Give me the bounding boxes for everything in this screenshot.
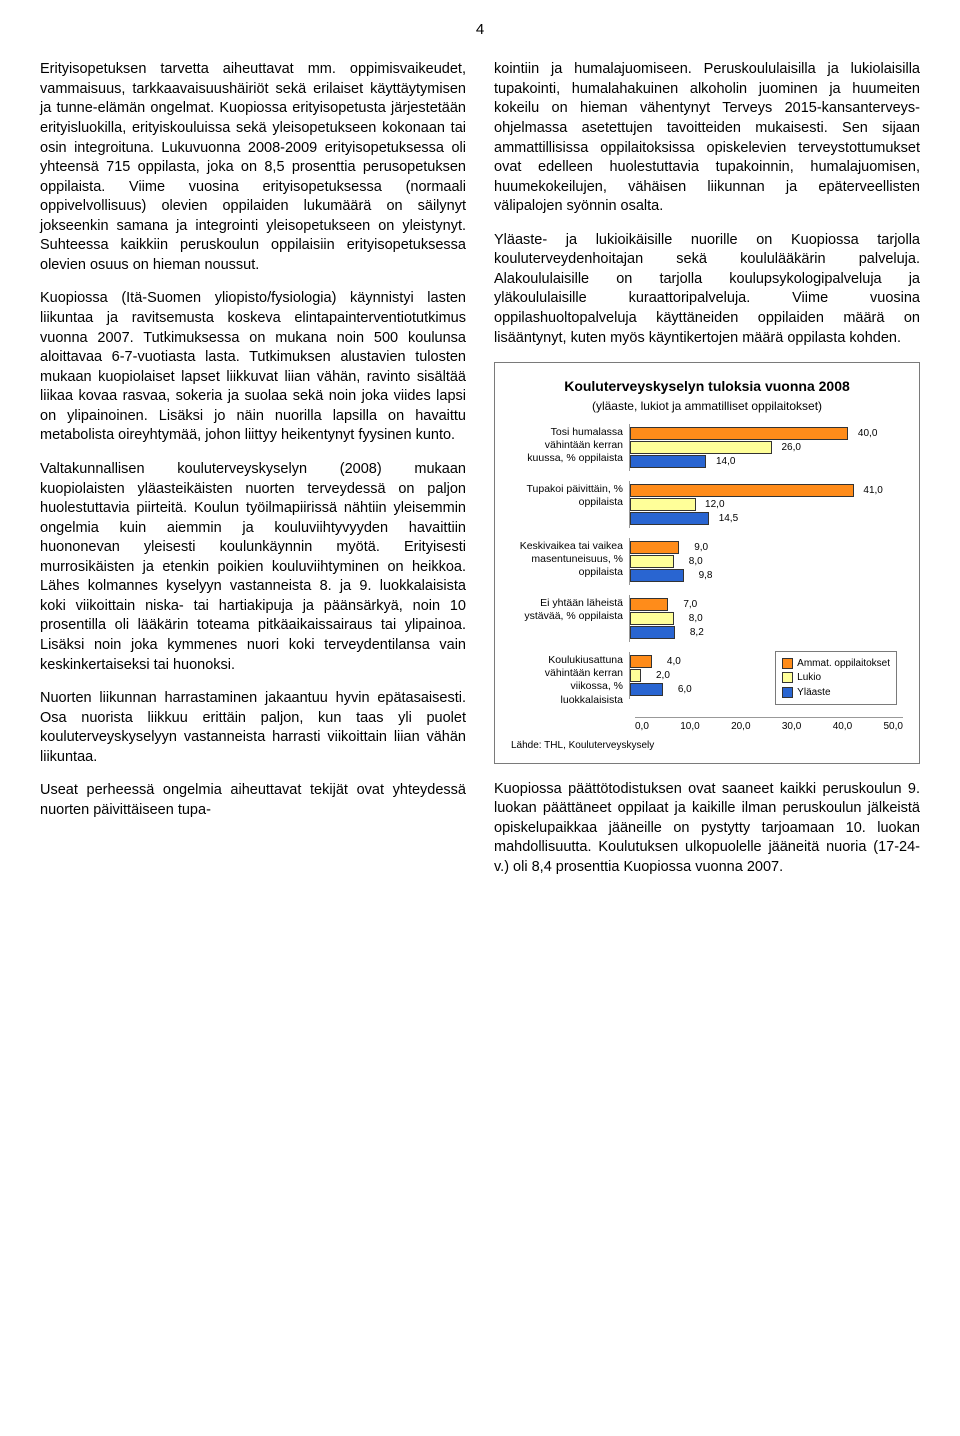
chart-bar: 40,0	[630, 427, 848, 440]
right-column: kointiin ja humalajuomiseen. Peruskoulul…	[494, 60, 920, 891]
chart-bar: 9,8	[630, 569, 684, 582]
bar-value-label: 14,5	[719, 512, 738, 526]
bar-value-label: 12,0	[705, 498, 724, 512]
bar-group-label: Ei yhtään läheistä ystävää, % oppilaista	[511, 595, 629, 623]
bar-value-label: 8,0	[689, 555, 703, 569]
bar-value-label: 2,0	[656, 669, 670, 683]
body-paragraph: Erityisopetuksen tarvetta aiheuttavat mm…	[40, 60, 466, 275]
bar-group-label: Keskivaikea tai vaikea masentuneisuus, %…	[511, 538, 629, 579]
chart-bar: 8,2	[630, 626, 675, 639]
bar-stack: 40,026,014,0	[629, 424, 903, 471]
chart-bar: 6,0	[630, 683, 663, 696]
chart-bar: 2,0	[630, 669, 641, 682]
chart-title: Kouluterveyskyselyn tuloksia vuonna 2008	[511, 377, 903, 396]
legend-label: Lukio	[797, 671, 821, 685]
bar-value-label: 6,0	[678, 683, 692, 697]
body-paragraph: Valtakunnallisen kouluterveyskyselyn (20…	[40, 460, 466, 675]
body-paragraph: Kuopiossa (Itä-Suomen yliopisto/fysiolog…	[40, 289, 466, 446]
chart-x-axis: 0,0 10,0 20,0 30,0 40,0 50,0	[635, 717, 903, 734]
chart-legend: Ammat. oppilaitoksetLukioYläaste	[775, 651, 897, 706]
chart-container: Kouluterveyskyselyn tuloksia vuonna 2008…	[494, 362, 920, 764]
axis-tick: 10,0	[680, 720, 699, 734]
bar-chart: Tosi humalassa vähintään kerran kuussa, …	[511, 424, 903, 733]
bar-group-label: Tupakoi päivittäin, % oppilaista	[511, 481, 629, 509]
chart-bar: 14,0	[630, 455, 706, 468]
body-paragraph: kointiin ja humalajuomiseen. Peruskoulul…	[494, 60, 920, 217]
legend-item: Yläaste	[782, 686, 890, 700]
chart-bar: 7,0	[630, 598, 668, 611]
body-paragraph: Nuorten liikunnan harrastaminen jakaantu…	[40, 689, 466, 767]
chart-bar: 4,0	[630, 655, 652, 668]
chart-bar: 8,0	[630, 555, 674, 568]
bar-value-label: 40,0	[858, 427, 877, 441]
bar-value-label: 9,0	[694, 541, 708, 555]
bar-value-label: 7,0	[683, 598, 697, 612]
legend-item: Ammat. oppilaitokset	[782, 657, 890, 671]
chart-bar: 14,5	[630, 512, 709, 525]
chart-bar: 9,0	[630, 541, 679, 554]
bar-value-label: 41,0	[863, 484, 882, 498]
body-paragraph: Yläaste- ja lukioikäisille nuorille on K…	[494, 231, 920, 348]
chart-source: Lähde: THL, Kouluterveyskysely	[511, 739, 903, 753]
axis-tick: 0,0	[635, 720, 649, 734]
bar-value-label: 8,0	[689, 612, 703, 626]
bar-stack: 9,08,09,8	[629, 538, 903, 585]
legend-swatch	[782, 687, 793, 698]
axis-tick: 50,0	[884, 720, 903, 734]
body-paragraph: Kuopiossa päättötodistuksen ovat saaneet…	[494, 780, 920, 878]
axis-tick: 30,0	[782, 720, 801, 734]
legend-item: Lukio	[782, 671, 890, 685]
bar-group: Keskivaikea tai vaikea masentuneisuus, %…	[511, 538, 903, 585]
bar-group: Tupakoi päivittäin, % oppilaista41,012,0…	[511, 481, 903, 528]
axis-tick: 20,0	[731, 720, 750, 734]
bar-stack: 7,08,08,2	[629, 595, 903, 642]
chart-bar: 41,0	[630, 484, 854, 497]
body-paragraph: Useat perheessä ongelmia aiheuttavat tek…	[40, 781, 466, 820]
legend-swatch	[782, 672, 793, 683]
chart-bar: 26,0	[630, 441, 772, 454]
bar-group-label: Koulukiusattuna vähintään kerran viikoss…	[511, 652, 629, 707]
legend-label: Yläaste	[797, 686, 830, 700]
chart-subtitle: (yläaste, lukiot ja ammatilliset oppilai…	[511, 398, 903, 414]
page-number: 4	[40, 20, 920, 40]
bar-value-label: 26,0	[781, 441, 800, 455]
two-column-layout: Erityisopetuksen tarvetta aiheuttavat mm…	[40, 60, 920, 891]
bar-value-label: 14,0	[716, 455, 735, 469]
axis-tick: 40,0	[833, 720, 852, 734]
chart-bar: 8,0	[630, 612, 674, 625]
legend-label: Ammat. oppilaitokset	[797, 657, 890, 671]
chart-bar: 12,0	[630, 498, 696, 511]
bar-group: Ei yhtään läheistä ystävää, % oppilaista…	[511, 595, 903, 642]
left-column: Erityisopetuksen tarvetta aiheuttavat mm…	[40, 60, 466, 891]
bar-group: Tosi humalassa vähintään kerran kuussa, …	[511, 424, 903, 471]
bar-value-label: 8,2	[690, 626, 704, 640]
bar-value-label: 9,8	[699, 569, 713, 583]
bar-value-label: 4,0	[667, 655, 681, 669]
bar-stack: 41,012,014,5	[629, 481, 903, 528]
legend-swatch	[782, 658, 793, 669]
bar-group-label: Tosi humalassa vähintään kerran kuussa, …	[511, 424, 629, 465]
